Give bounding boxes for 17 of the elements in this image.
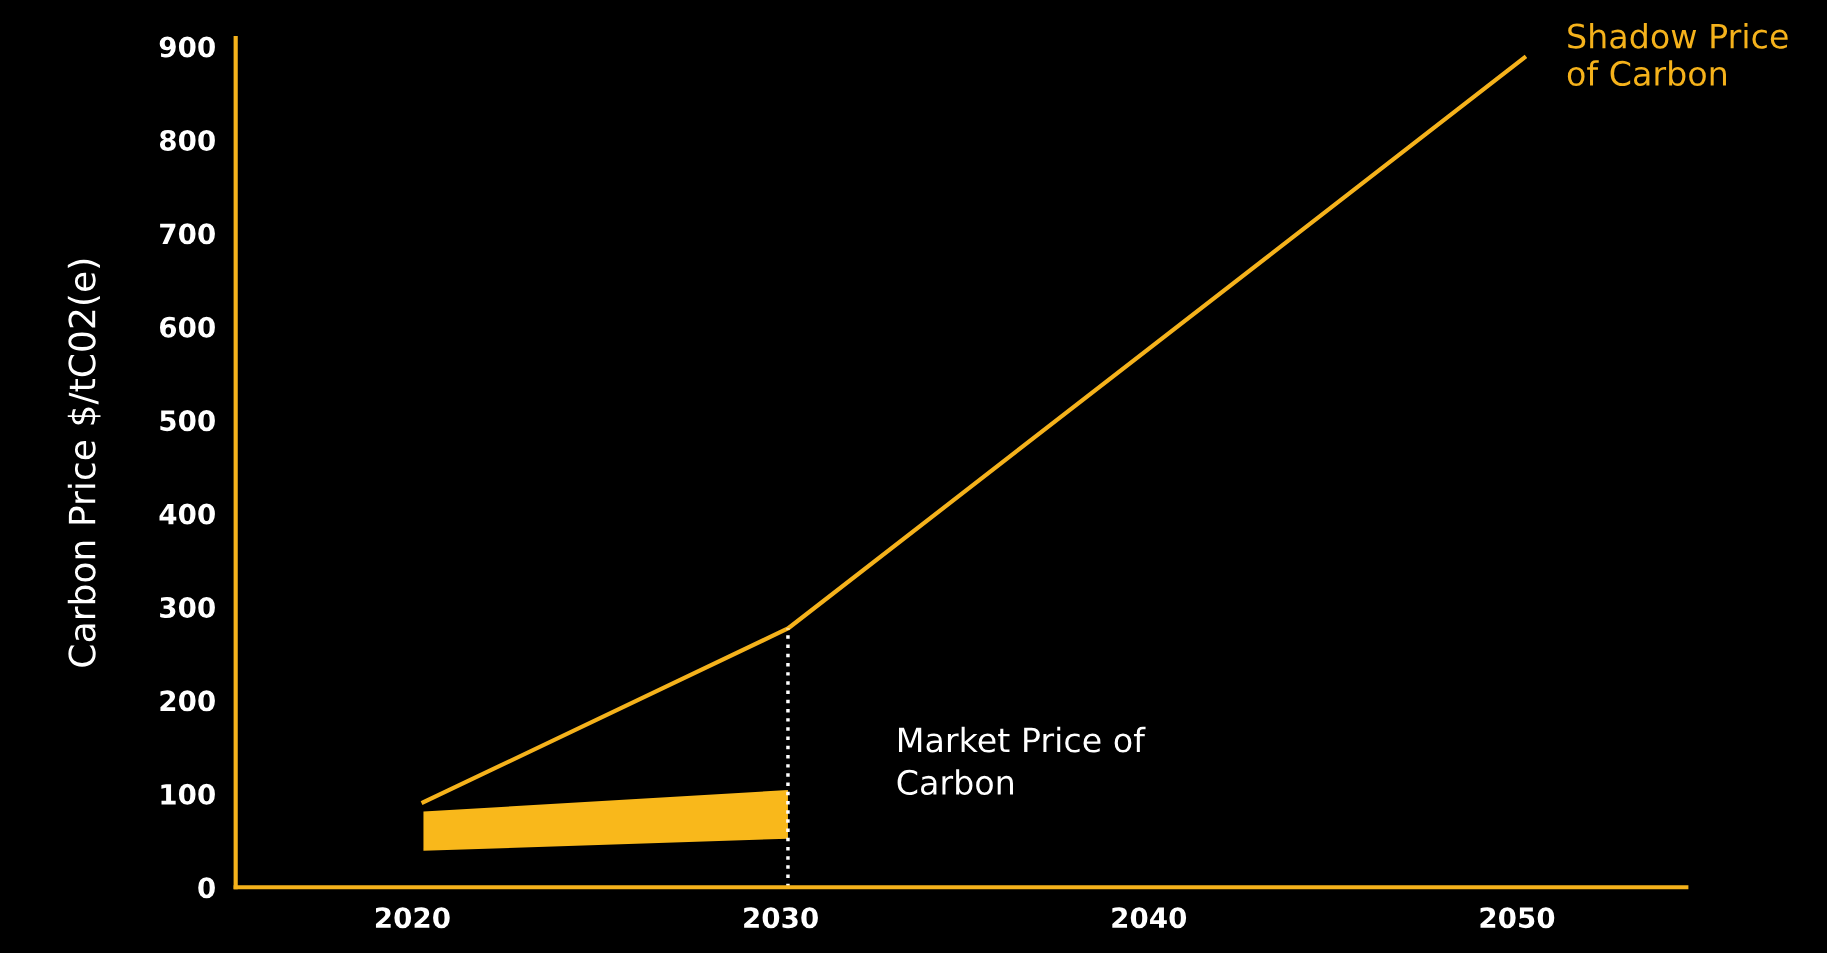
y-tick-label: 0 [198,877,215,899]
x-tick-label: 2050 [1480,907,1555,929]
annotation: Market Price of Carbon [897,726,1146,795]
x-tick-label: 2030 [744,907,818,929]
y-tick-label: 900 [159,36,215,58]
y-tick-label: 200 [160,690,215,712]
y-tick-label: 600 [159,316,215,338]
y-tick-label: 500 [160,410,215,432]
series-label: Shadow Price of Carbon [1567,22,1788,87]
y-tick-label: 400 [159,503,215,525]
y-tick-label: 100 [161,783,215,805]
x-tick-label: 2020 [375,907,450,929]
y-tick-label: 300 [160,596,215,618]
y-tick-label: 800 [159,129,215,151]
x-tick-label: 2040 [1112,907,1187,929]
y-tick-label: 700 [160,223,215,245]
y-axis-title: Carbon Price $/tC02(e) [67,259,101,667]
